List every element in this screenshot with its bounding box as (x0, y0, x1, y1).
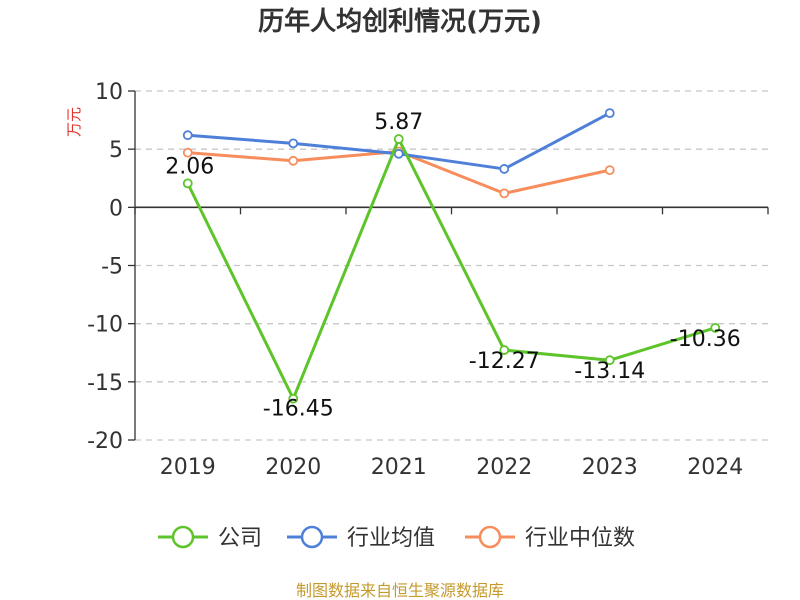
axes (128, 90, 769, 441)
y-axis-label: 万元 (65, 107, 83, 137)
x-tick-label: 2020 (265, 455, 321, 480)
data-point (288, 138, 299, 149)
y-tick-label: 5 (109, 138, 123, 163)
legend-label: 公司 (218, 526, 262, 551)
data-point (499, 164, 510, 174)
y-tick-label: 0 (109, 196, 123, 221)
data-label: -13.14 (574, 359, 645, 384)
data-point (710, 322, 721, 333)
data-label: -10.36 (670, 327, 741, 352)
data-point (499, 188, 510, 199)
source-note: 制图数据来自恒生聚源数据库 (296, 581, 504, 600)
data-point (288, 155, 299, 166)
y-tick-label: -5 (101, 255, 123, 280)
data-point (393, 134, 404, 144)
data-label: 5.87 (374, 110, 423, 135)
grid (135, 90, 768, 441)
data-labels: 2.06 -16.45 5.87 -12.27 -13.14 -10.36 (165, 110, 740, 422)
series-line-0 (186, 137, 716, 401)
data-label: -16.45 (263, 397, 334, 422)
y-tick-label: 10 (95, 80, 123, 105)
data-point (182, 147, 193, 158)
series-group (182, 108, 721, 404)
legend: 公司 行业均值 行业中位数 (158, 525, 635, 551)
data-label: -12.27 (469, 349, 540, 374)
y-tick-label: -15 (87, 371, 123, 396)
legend-marker (171, 525, 195, 549)
legend-marker (478, 525, 502, 549)
legend-label: 行业中位数 (525, 526, 635, 551)
x-tick-label: 2024 (687, 455, 743, 480)
data-label: 2.06 (165, 154, 214, 179)
data-point (182, 130, 193, 141)
y-tick-labels: 10 5 0 -5 -10 -15 -20 (87, 80, 123, 454)
x-tick-label: 2021 (371, 455, 427, 480)
data-point (604, 108, 615, 119)
x-tick-labels: 2019 2020 2021 2022 2023 2024 (160, 455, 744, 480)
y-tick-label: -10 (87, 313, 123, 338)
chart-title: 历年人均创利情况(万元) (258, 6, 542, 37)
data-point (182, 178, 193, 189)
x-tick-label: 2019 (160, 455, 216, 480)
x-tick-label: 2023 (582, 455, 638, 480)
x-tick-label: 2022 (476, 455, 532, 480)
legend-marker (300, 525, 324, 549)
data-point (499, 345, 510, 355)
data-point (604, 355, 615, 366)
data-point (393, 148, 404, 159)
legend-label: 行业均值 (347, 526, 435, 551)
y-tick-label: -20 (87, 429, 123, 454)
data-point (604, 165, 615, 176)
data-point (288, 393, 299, 404)
